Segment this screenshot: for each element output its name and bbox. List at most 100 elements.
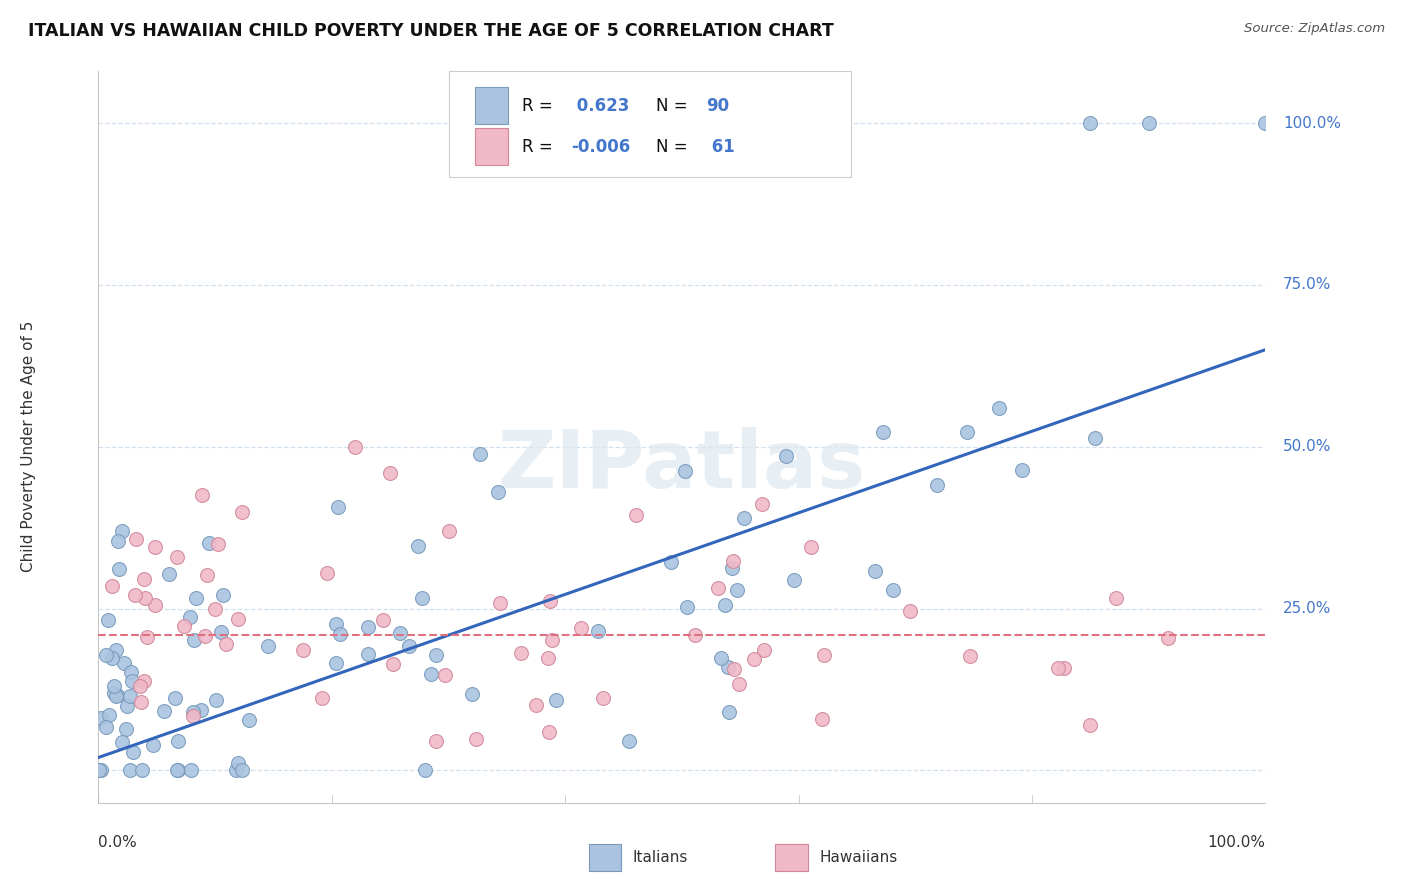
Point [619,733,641,747]
Point [103,686,125,700]
Point [112,656,135,670]
Point [167,733,190,747]
Point [811,712,834,726]
Point [486,485,509,500]
Point [152,704,174,718]
Text: Child Poverty Under the Age of 5: Child Poverty Under the Age of 5 [21,321,37,573]
Point [706,582,728,596]
Point [129,695,152,709]
Point [898,604,921,618]
Point [710,650,733,665]
Point [197,568,219,582]
Point [231,505,253,519]
Point [120,665,142,679]
Point [673,464,696,478]
Point [744,652,766,666]
Point [1157,632,1180,646]
Text: Hawaiians: Hawaiians [820,850,898,865]
Point [538,594,561,608]
Point [413,764,436,778]
Point [1105,591,1128,605]
Point [378,466,402,480]
Point [311,691,333,706]
Point [723,662,745,676]
Point [1084,431,1107,445]
Point [207,537,229,551]
Point [461,687,484,701]
Point [685,628,707,642]
Point [775,449,797,463]
Text: R =: R = [522,137,558,156]
Point [537,651,560,665]
Point [111,524,134,538]
Point [97,613,120,627]
Point [96,720,118,734]
Point [1080,116,1102,130]
Point [120,764,142,778]
Bar [775,845,808,871]
Point [569,621,592,635]
Point [728,677,751,691]
Point [193,629,215,643]
Point [90,764,112,778]
Point [1053,660,1076,674]
Point [97,708,120,723]
Text: 25.0%: 25.0% [1282,601,1331,616]
Text: Source: ZipAtlas.com: Source: ZipAtlas.com [1244,22,1385,36]
Point [114,722,136,736]
Point [425,733,447,747]
Point [510,646,533,660]
Point [186,591,208,606]
Point [382,657,405,671]
Point [89,764,111,778]
Point [94,648,117,663]
Point [197,536,219,550]
Point [782,573,804,587]
Point [104,643,127,657]
Point [142,738,165,752]
Point [411,591,433,605]
Point [433,667,456,681]
Point [104,689,127,703]
Point [125,532,148,546]
Point [231,764,253,778]
Point [676,600,699,615]
Point [800,540,823,554]
Point [389,625,412,640]
Point [132,673,155,688]
Point [101,579,124,593]
Point [173,619,195,633]
Point [882,582,904,597]
Point [661,556,683,570]
Point [465,732,488,747]
Point [107,534,129,549]
Point [226,612,249,626]
Point [132,572,155,586]
Point [813,648,835,663]
Text: 61: 61 [706,137,735,156]
Point [325,616,347,631]
Point [488,596,510,610]
Point [204,692,226,706]
Text: N =: N = [657,137,688,156]
Point [586,624,609,638]
Point [988,401,1011,415]
Text: R =: R = [522,96,558,115]
Bar [475,87,508,124]
Point [166,764,188,778]
Point [751,497,773,511]
Point [181,709,204,723]
Text: 90: 90 [706,96,730,115]
Text: 50.0%: 50.0% [1282,439,1331,454]
Point [238,713,260,727]
Point [540,632,562,647]
Text: 75.0%: 75.0% [1282,277,1331,293]
Bar [475,128,508,165]
Point [108,562,131,576]
Point [129,679,152,693]
Point [165,690,187,705]
Point [398,639,420,653]
Point [1137,116,1160,130]
Point [180,764,202,778]
Point [406,539,429,553]
